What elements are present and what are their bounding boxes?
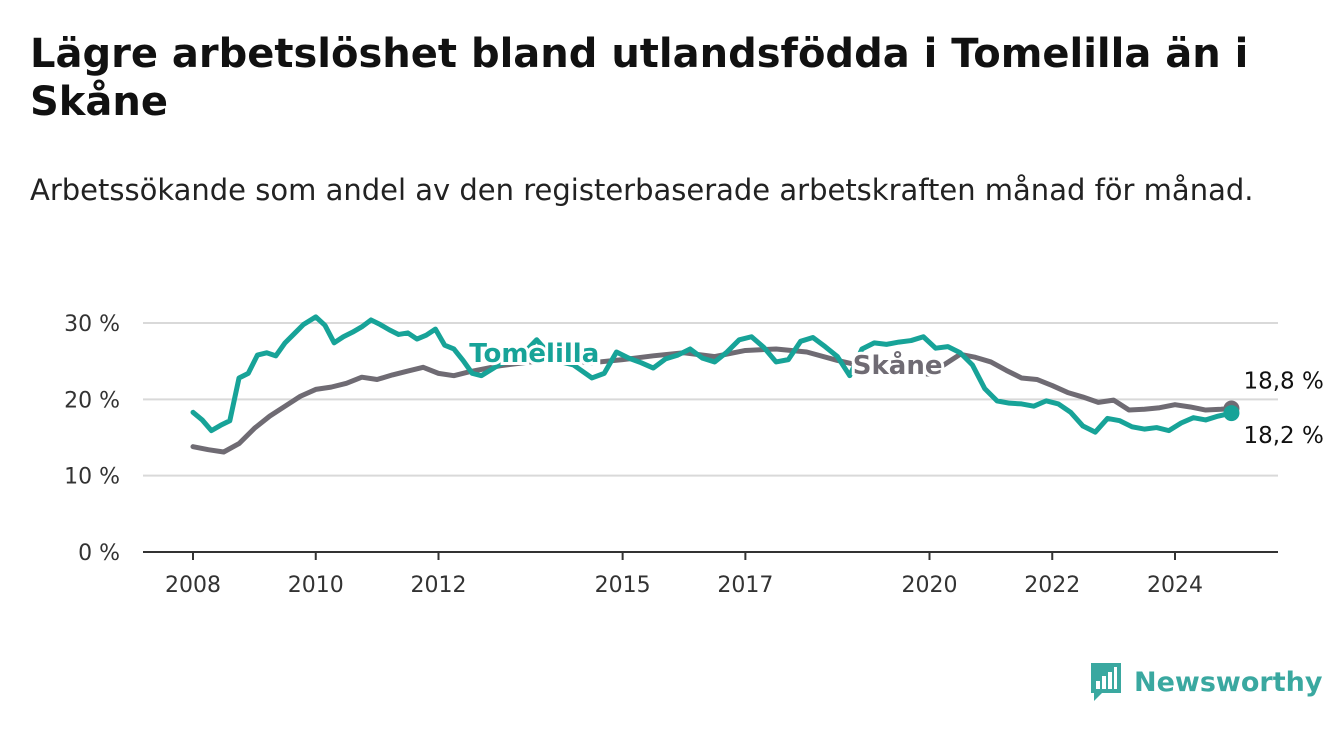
x-tick-label: 2012 [411, 573, 467, 598]
series-line-tomelilla [190, 314, 1234, 435]
x-tick-label: 2010 [288, 573, 344, 598]
newsworthy-logo-icon [1091, 663, 1121, 701]
x-tick-label: 2017 [717, 573, 773, 598]
series-end-value-label: 18,2 % [1243, 423, 1323, 449]
series-lines [190, 314, 1240, 455]
x-tick-label: 2024 [1147, 573, 1203, 598]
brand-name: Newsworthy [1134, 666, 1323, 698]
series-line-skåne [190, 346, 1234, 455]
series-end-point [1223, 405, 1240, 422]
brand-logo: Newsworthy [1088, 660, 1322, 704]
y-axis-tick-labels: 0 % 10 % 20 % 30 % [64, 312, 120, 566]
y-tick-label: 10 % [64, 465, 120, 490]
x-tick-label: 2020 [902, 573, 958, 598]
x-tick-label: 2015 [595, 573, 651, 598]
series-name-label: Tomelilla [469, 339, 599, 369]
y-tick-label: 30 % [64, 312, 120, 337]
chart-subtitle: Arbetssökande som andel av den registerb… [30, 173, 1254, 207]
series-end-value-label: 18,8 % [1243, 368, 1323, 394]
x-tick-label: 2022 [1024, 573, 1080, 598]
series-labels: Skåne 18,8 % Tomelilla 18,2 % [466, 336, 1326, 452]
y-tick-label: 20 % [64, 388, 120, 413]
chart-title: Lägre arbetslöshet bland utlandsfödda i … [30, 31, 1249, 125]
y-tick-label: 0 % [78, 541, 120, 566]
x-axis-ticks: 2008 2010 2012 2015 2017 2020 2022 2024 [165, 552, 1203, 598]
series-name-label: Skåne [853, 349, 943, 381]
x-tick-label: 2008 [165, 573, 221, 598]
